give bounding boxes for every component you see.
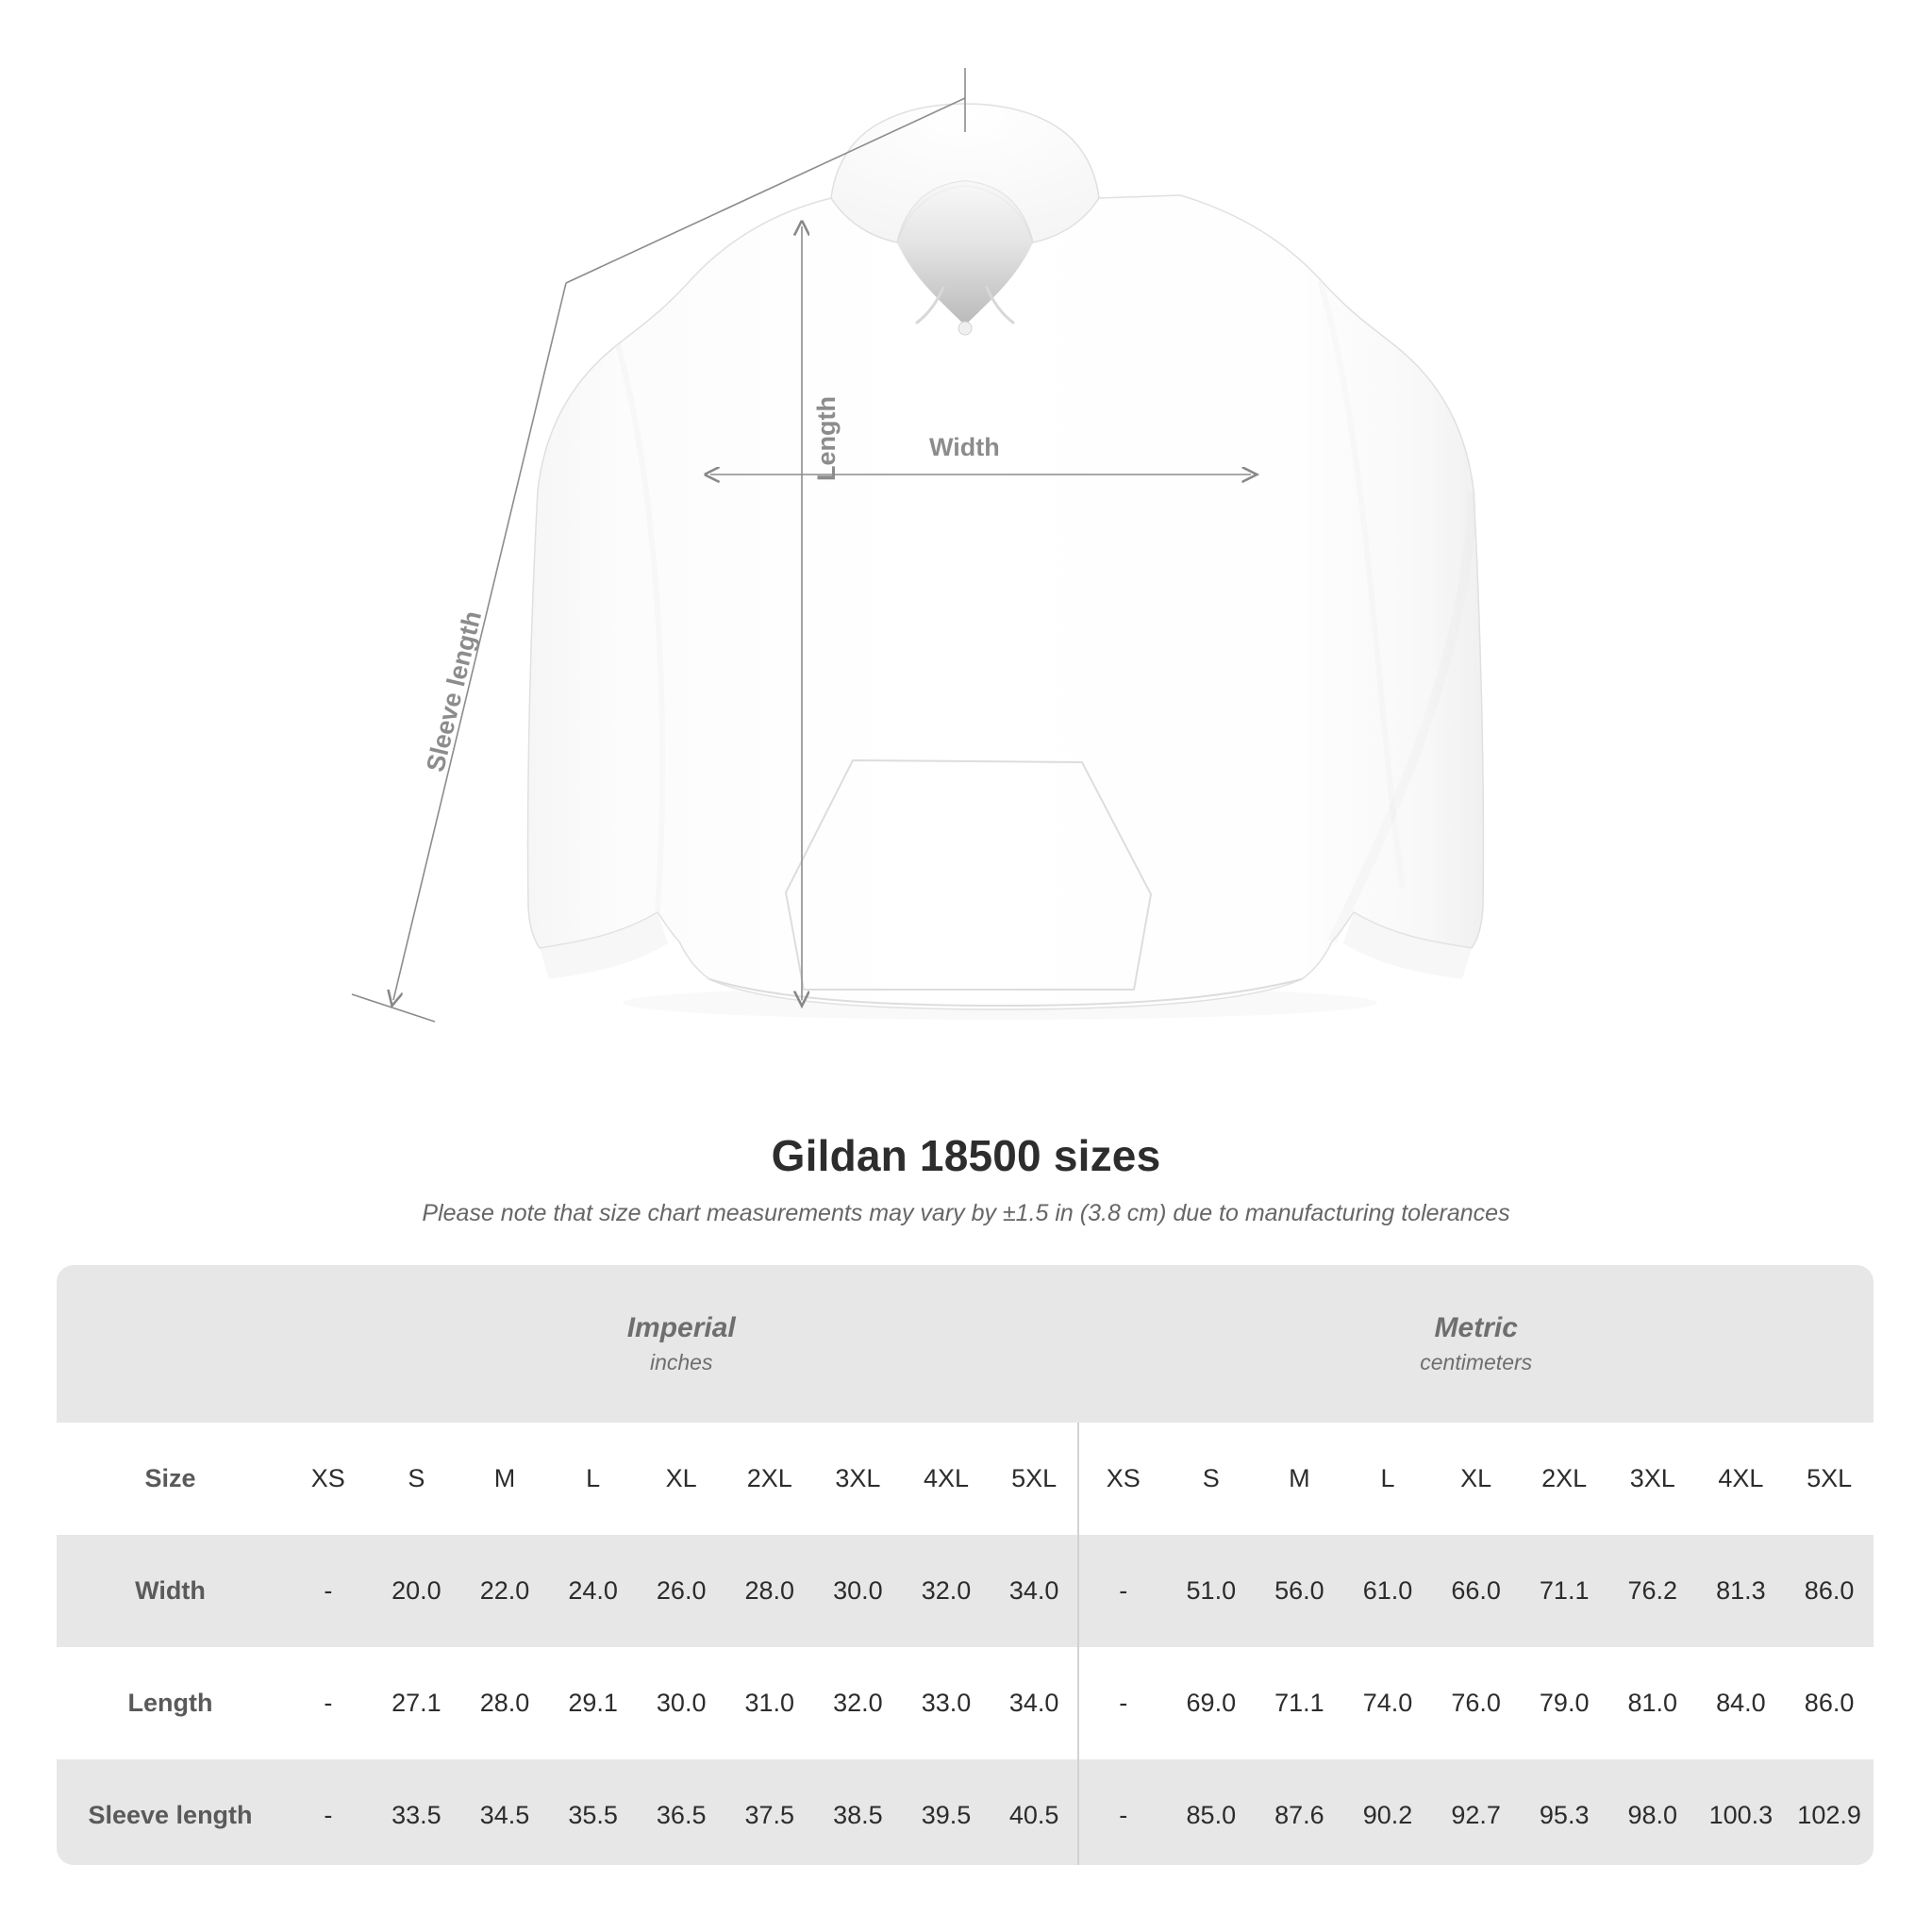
- svg-text:Length: Length: [812, 396, 841, 481]
- svg-text:Width: Width: [929, 433, 1000, 461]
- svg-text:Sleeve length: Sleeve length: [421, 608, 487, 774]
